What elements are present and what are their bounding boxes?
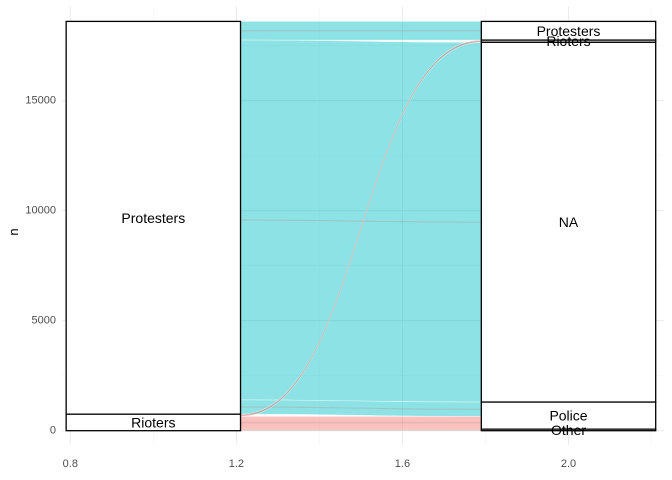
x-tick-label: 0.8 <box>63 458 78 470</box>
y-tick-label: 0 <box>50 425 56 437</box>
stratum-1-police <box>480 401 657 430</box>
stratum-label-na: NA <box>559 214 579 230</box>
stratum-label-rioters: Rioters <box>546 33 590 49</box>
y-tick-label: 5000 <box>32 315 56 327</box>
flow-bands <box>240 21 482 431</box>
x-tick-label: 1.2 <box>229 458 244 470</box>
stratum-1-na <box>480 41 657 403</box>
strata <box>65 20 657 432</box>
stratum-label-police: Police <box>549 408 587 424</box>
y-tick-label: 15000 <box>25 95 56 107</box>
stratum-labels: ProtestersRiotersProtestersRiotersNAPoli… <box>121 23 600 438</box>
stratum-label-other: Other <box>551 422 586 438</box>
flow-centerline <box>240 406 482 410</box>
x-tick-label: 1.6 <box>395 458 410 470</box>
stratum-label-protesters: Protesters <box>121 210 185 226</box>
x-tick-label: 2.0 <box>561 458 576 470</box>
stratum-label-rioters: Rioters <box>131 414 175 430</box>
y-tick-label: 10000 <box>25 205 56 217</box>
axis-tick-labels: 0.8 1.2 1.6 2.0 0 5000 10000 15000 <box>25 95 576 470</box>
y-axis-title: n <box>6 228 21 235</box>
stratum-1-other <box>480 428 657 432</box>
stratum-0-protesters <box>65 20 242 415</box>
stratum-label-protesters: Protesters <box>537 23 601 39</box>
flow-centerline <box>240 40 482 416</box>
flow-centerline <box>240 219 482 223</box>
stratum-0-rioters <box>65 413 242 432</box>
